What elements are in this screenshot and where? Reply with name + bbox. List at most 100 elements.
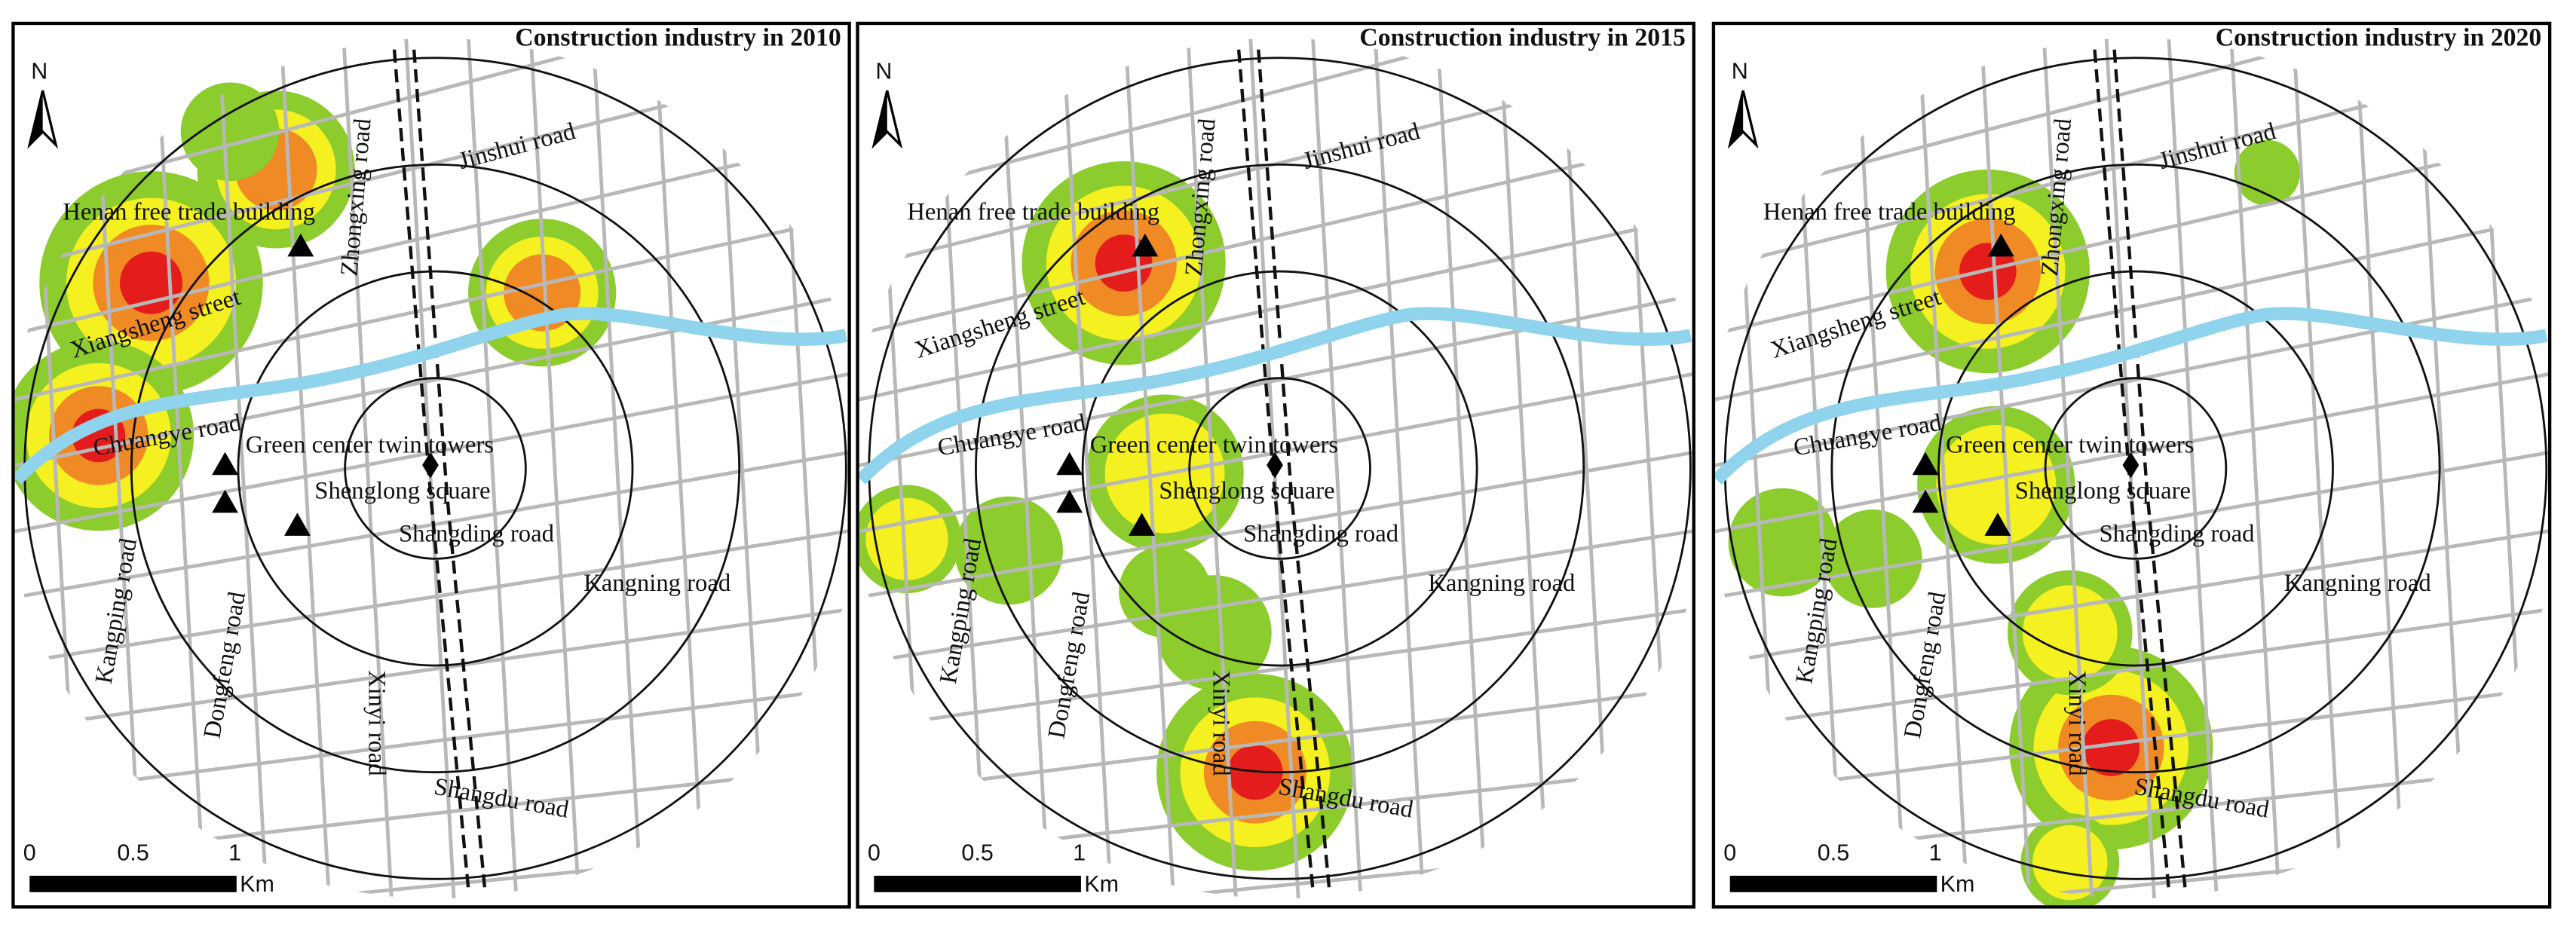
road	[1715, 38, 2548, 208]
north-label: N	[1732, 58, 1748, 84]
density-zone	[2082, 719, 2140, 776]
landmark	[1912, 489, 1939, 513]
north-arrow-half	[1729, 90, 1744, 145]
density-zone	[1119, 545, 1211, 638]
density-zone	[1936, 424, 2057, 545]
ring-road	[1937, 270, 2334, 667]
ring-road	[237, 270, 634, 667]
road	[1310, 38, 1364, 899]
scale-tick-label: 1	[228, 840, 241, 866]
density-zone	[1823, 509, 1922, 608]
road	[14, 447, 848, 602]
landmark	[1984, 512, 2011, 536]
road	[1715, 210, 2548, 405]
road	[1855, 38, 1908, 899]
railway	[2112, 49, 2187, 888]
road	[859, 368, 1692, 537]
ring-road	[2044, 377, 2228, 560]
road	[2291, 38, 2345, 899]
ring-road	[1188, 377, 1371, 560]
panel-title: Construction industry in 2020	[2216, 24, 2541, 52]
landmark	[1056, 489, 1083, 513]
scale-unit: Km	[240, 871, 274, 897]
map-content	[859, 38, 1692, 899]
landmark	[1987, 233, 2014, 257]
road	[2354, 38, 2407, 899]
landmark	[1129, 512, 1155, 536]
place-label: Green center twin towers	[1946, 432, 2194, 459]
place-label: Shangding road	[399, 520, 554, 547]
landmark	[212, 451, 238, 476]
scale-tick-label: 0.5	[1818, 840, 1849, 866]
river	[1715, 307, 2548, 485]
scale-tick-label: 0.5	[961, 840, 993, 866]
road	[998, 38, 1052, 899]
road	[1498, 38, 1551, 899]
road	[2167, 38, 2220, 899]
road	[279, 38, 332, 899]
place-label: Henan free trade building	[63, 198, 315, 225]
road	[1979, 38, 2032, 899]
panel-title: Construction industry in 2015	[1359, 24, 1685, 52]
panel-frame	[11, 21, 851, 909]
scale-bar	[874, 875, 1081, 892]
railway	[412, 49, 487, 888]
scale-tick-label: 0	[1723, 840, 1736, 866]
scale-tick-label: 0	[23, 840, 36, 866]
place-label: Kangning road	[2284, 570, 2431, 597]
density-zone	[180, 82, 280, 182]
road	[859, 604, 1692, 733]
scale-tick-label: 1	[1929, 840, 1942, 866]
place-label: Green center twin towers	[1090, 432, 1338, 459]
landmark	[1912, 451, 1939, 476]
landmark	[212, 489, 238, 513]
place-label: Shenglong square	[1159, 478, 1334, 505]
road	[859, 683, 1692, 799]
scale-unit: Km	[1940, 871, 1975, 897]
panel-frame	[1711, 21, 2552, 909]
north-label: N	[875, 58, 892, 84]
north-label: N	[31, 58, 47, 84]
road	[1061, 38, 1114, 899]
road	[1715, 604, 2548, 733]
place-label: Kangning road	[1428, 570, 1575, 597]
landmark	[1132, 233, 1159, 257]
road	[2228, 38, 2283, 899]
scale-tick-label: 1	[1073, 840, 1086, 866]
road	[1715, 447, 2548, 602]
landmark	[2122, 451, 2140, 479]
road	[1186, 38, 1239, 899]
road	[14, 368, 848, 537]
road	[1715, 683, 2548, 799]
place-label: Shangding road	[1243, 520, 1398, 547]
panel-frame	[856, 21, 1695, 909]
density-zone	[2234, 139, 2300, 206]
place-label: Shenglong square	[314, 478, 490, 505]
road	[1715, 289, 2548, 470]
road	[14, 604, 848, 733]
map-content	[14, 38, 848, 899]
ring-road	[1830, 163, 2441, 774]
landmark	[1056, 451, 1083, 476]
road	[466, 38, 519, 899]
north-arrow-half	[29, 90, 43, 145]
railway	[1257, 49, 1331, 888]
ring-road	[975, 163, 1585, 774]
road	[14, 210, 848, 405]
place-label: Shangding road	[2099, 520, 2254, 547]
north-arrow-half	[874, 90, 887, 145]
landmark	[1267, 451, 1283, 479]
road	[2042, 38, 2095, 899]
road	[1916, 38, 1971, 899]
scale-tick-label: 0.5	[117, 840, 149, 866]
river	[14, 307, 847, 485]
ring-road	[1081, 270, 1478, 667]
road	[1435, 38, 1489, 899]
place-label: Xinyi road	[363, 670, 390, 776]
river	[859, 307, 1692, 485]
scale-tick-label: 0	[868, 840, 881, 866]
road	[859, 289, 1692, 470]
